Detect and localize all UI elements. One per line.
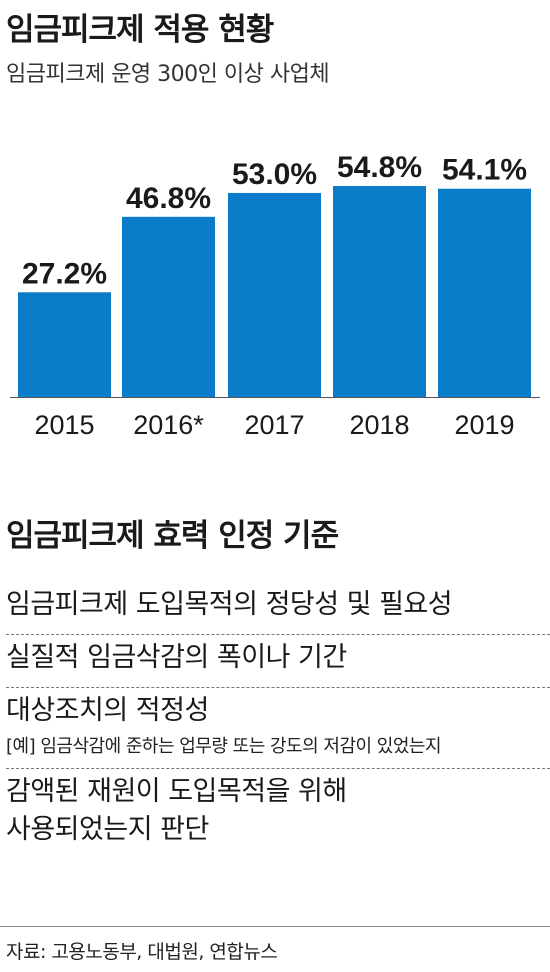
- x-tick-label: 2017: [244, 410, 304, 440]
- criteria-item: 임금피크제 도입목적의 정당성 및 필요성: [6, 582, 550, 635]
- criteria-item: 감액된 재원이 도입목적을 위해 사용되었는지 판단: [6, 769, 550, 859]
- data-label: 54.1%: [442, 154, 527, 187]
- criteria-list: 임금피크제 도입목적의 정당성 및 필요성 실질적 임금삭감의 폭이나 기간 대…: [6, 582, 550, 859]
- chart-subtitle: 임금피크제 운영 300인 이상 사업체: [6, 62, 330, 87]
- criteria-item-text: 대상조치의 적정성: [6, 695, 209, 726]
- chart-title: 임금피크제 적용 현황: [6, 12, 274, 48]
- x-tick-label: 2015: [34, 410, 94, 440]
- criteria-item: 실질적 임금삭감의 폭이나 기간: [6, 635, 550, 688]
- data-label: 53.0%: [232, 158, 317, 191]
- data-label: 27.2%: [22, 257, 107, 290]
- data-label: 46.8%: [126, 182, 211, 215]
- bar-2018: [333, 186, 426, 397]
- bar-2015: [18, 292, 111, 397]
- criteria-item-text: 감액된 재원이 도입목적을 위해: [6, 776, 347, 807]
- bar-2017: [228, 192, 321, 397]
- source-divider: [0, 926, 550, 927]
- criteria-item-text-line2: 사용되었는지 판단: [6, 814, 209, 845]
- x-tick-label: 2019: [454, 410, 514, 440]
- bar-2016: [122, 216, 215, 397]
- criteria-item: 대상조치의 적정성 [예] 임금삭감에 준하는 업무량 또는 강도의 저감이 있…: [6, 688, 550, 769]
- criteria-item-text: 실질적 임금삭감의 폭이나 기간: [6, 642, 347, 673]
- criteria-item-note: [예] 임금삭감에 준하는 업무량 또는 강도의 저감이 있었는지: [6, 736, 442, 757]
- criteria-item-text: 임금피크제 도입목적의 정당성 및 필요성: [6, 589, 453, 620]
- bar-2019: [438, 188, 531, 397]
- x-tick-label: 2018: [349, 410, 409, 440]
- criteria-title: 임금피크제 효력 인정 기준: [6, 518, 339, 554]
- data-label: 54.8%: [337, 151, 422, 184]
- source-credit: 자료: 고용노동부, 대법원, 연합뉴스: [6, 941, 278, 963]
- x-tick-label: 2016*: [133, 410, 204, 440]
- bar-chart: 27.2% 2015 46.8% 2016* 53.0% 2017 54.8% 2018 54.…: [10, 151, 540, 440]
